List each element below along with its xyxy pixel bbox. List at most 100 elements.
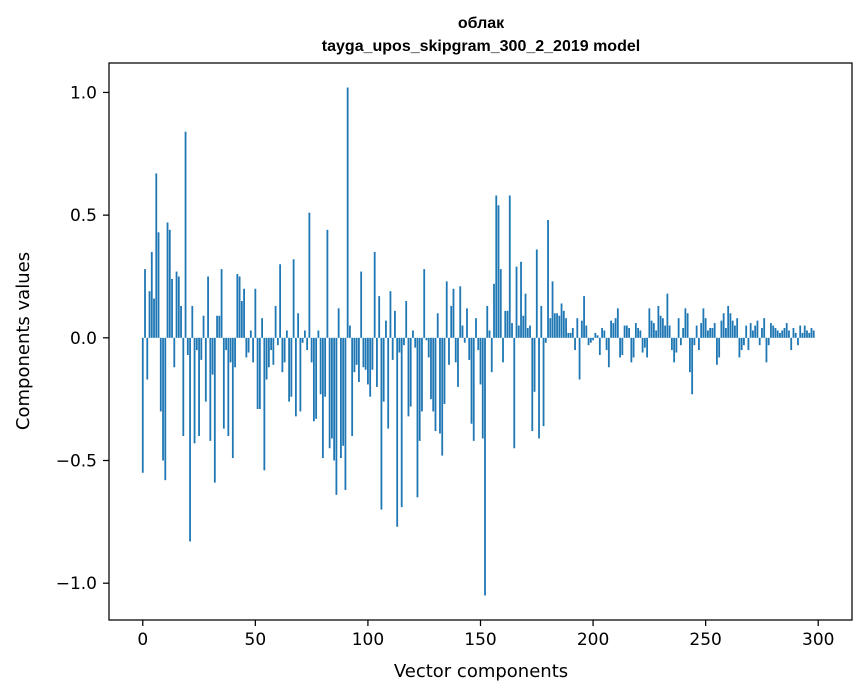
bar-43 <box>238 276 241 338</box>
bar-46 <box>245 337 248 358</box>
bar-5 <box>153 298 155 338</box>
bar-104 <box>376 337 378 387</box>
bar-101 <box>369 337 372 397</box>
bar-66 <box>290 337 293 397</box>
bar-34 <box>218 315 221 338</box>
bar-190 <box>569 332 572 338</box>
bar-63 <box>283 337 286 363</box>
bar-266 <box>740 337 743 351</box>
bar-12 <box>168 229 171 338</box>
bar-162 <box>506 310 509 338</box>
bar-199 <box>589 337 592 343</box>
bar-32 <box>213 337 216 483</box>
bar-95 <box>355 337 358 365</box>
x-axis-label: Vector components <box>394 661 568 682</box>
bar-226 <box>650 320 653 338</box>
bar-221 <box>639 330 642 338</box>
bar-58 <box>272 337 275 365</box>
bar-223 <box>643 337 646 348</box>
bar-163 <box>508 195 511 338</box>
bar-53 <box>261 318 263 338</box>
bar-247 <box>698 337 700 351</box>
bar-196 <box>583 296 585 338</box>
bar-195 <box>580 320 583 338</box>
bar-249 <box>702 308 705 338</box>
bar-49 <box>252 337 254 363</box>
bar-259 <box>725 328 727 338</box>
bar-209 <box>612 323 615 338</box>
bar-44 <box>240 301 243 338</box>
bar-119 <box>409 337 412 407</box>
bar-277 <box>765 337 768 363</box>
bar-113 <box>396 337 399 527</box>
bar-69 <box>297 313 300 338</box>
bar-35 <box>220 269 223 338</box>
bar-263 <box>734 325 736 338</box>
bar-243 <box>688 337 691 373</box>
bar-270 <box>749 323 752 338</box>
bar-25 <box>198 337 200 436</box>
bar-213 <box>621 337 624 355</box>
bar-230 <box>659 315 662 338</box>
bar-154 <box>488 330 491 338</box>
bar-158 <box>497 205 500 338</box>
bar-10 <box>164 337 167 481</box>
bar-156 <box>493 283 495 338</box>
bar-239 <box>679 337 682 346</box>
bar-89 <box>342 337 345 446</box>
bar-155 <box>490 337 493 373</box>
bar-8 <box>159 337 162 412</box>
bar-50 <box>254 288 257 338</box>
bar-204 <box>601 328 603 338</box>
bar-93 <box>351 337 354 436</box>
bar-13 <box>171 278 173 338</box>
bar-96 <box>358 337 360 382</box>
bar-85 <box>333 337 336 461</box>
bar-56 <box>267 337 270 368</box>
bar-48 <box>249 330 252 338</box>
y-tick-label: 0.5 <box>70 206 97 226</box>
bar-183 <box>553 313 556 338</box>
chart-title-line2: tayga_upos_skipgram_300_2_2019 model <box>322 38 640 55</box>
bar-175 <box>535 249 538 338</box>
bar-55 <box>265 337 268 380</box>
bar-253 <box>711 328 714 338</box>
bar-75 <box>310 337 313 363</box>
bar-260 <box>727 305 730 338</box>
bar-179 <box>544 337 547 343</box>
bar-273 <box>756 320 759 338</box>
bar-276 <box>763 318 766 338</box>
x-tick-label: 0 <box>137 630 148 650</box>
bar-6 <box>155 173 158 338</box>
bar-170 <box>524 293 527 338</box>
bar-288 <box>790 337 793 351</box>
bar-147 <box>472 337 475 441</box>
bar-52 <box>258 337 261 409</box>
bar-36 <box>222 337 225 429</box>
bar-22 <box>191 305 194 338</box>
bar-202 <box>596 335 599 338</box>
bar-67 <box>292 259 295 338</box>
bar-112 <box>394 310 396 338</box>
bar-128 <box>430 337 432 400</box>
bar-82 <box>326 229 329 338</box>
bar-165 <box>513 337 516 449</box>
bar-143 <box>463 337 466 343</box>
bar-200 <box>592 337 594 341</box>
bar-176 <box>538 337 540 439</box>
bar-20 <box>186 337 189 355</box>
y-tick-label: −1.0 <box>56 574 97 594</box>
bar-161 <box>504 310 507 338</box>
bar-180 <box>547 220 549 338</box>
x-tick-label: 300 <box>802 630 834 650</box>
x-tick-label: 150 <box>464 630 496 650</box>
bar-124 <box>421 337 423 412</box>
bar-231 <box>661 318 664 338</box>
bar-62 <box>281 337 284 373</box>
bar-238 <box>677 318 680 338</box>
bar-282 <box>776 330 779 338</box>
bar-102 <box>371 337 374 370</box>
bar-280 <box>772 325 775 338</box>
bar-268 <box>745 325 748 338</box>
